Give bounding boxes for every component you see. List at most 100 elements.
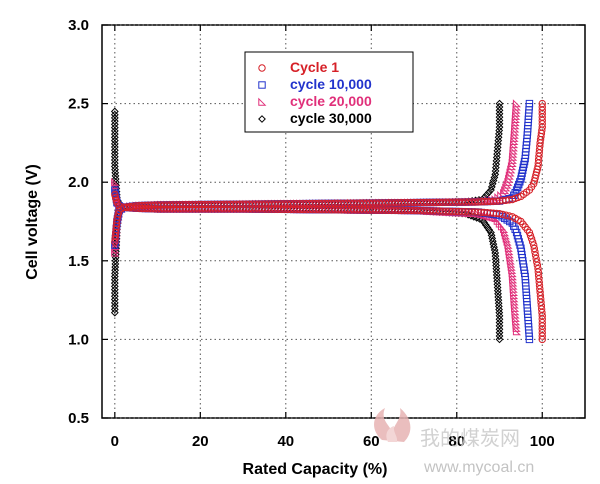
- x-tick-label: 20: [192, 433, 209, 450]
- data-point-discharge: [532, 254, 540, 263]
- legend-label-cycle-20000: cycle 20,000: [290, 93, 372, 109]
- x-tick-label: 0: [111, 433, 119, 450]
- y-tick-label: 0.5: [68, 410, 89, 427]
- legend: Cycle 1 cycle 10,000 cycle 20,000 cycle …: [244, 51, 414, 133]
- data-point-discharge: [480, 218, 489, 227]
- data-point-charge: [495, 113, 504, 121]
- data-point-charge: [492, 160, 501, 169]
- data-point-charge: [493, 146, 502, 155]
- data-point-charge: [495, 116, 504, 125]
- data-point-discharge: [503, 237, 512, 246]
- data-point-charge: [494, 130, 503, 138]
- data-point-charge: [493, 143, 502, 152]
- data-point-charge: [495, 106, 504, 115]
- data-point-charge: [111, 256, 120, 265]
- y-tick-label: 2.5: [68, 96, 89, 113]
- legend-box: [244, 51, 414, 133]
- data-point-discharge: [530, 241, 538, 249]
- data-point-discharge: [481, 221, 490, 229]
- data-point-charge: [492, 153, 501, 162]
- legend-marker-square: [258, 81, 266, 89]
- data-point-charge: [111, 269, 119, 278]
- data-point-discharge: [502, 234, 511, 243]
- data-point-charge: [494, 133, 503, 142]
- data-point-discharge: [483, 223, 492, 232]
- x-tick-label: 100: [530, 433, 555, 450]
- data-point-charge: [111, 250, 120, 259]
- data-point-charge: [538, 99, 546, 108]
- data-point-discharge: [528, 238, 537, 246]
- legend-label-cycle-10000: cycle 10,000: [290, 76, 372, 92]
- data-point-discharge: [538, 335, 546, 344]
- data-point-discharge: [501, 231, 510, 240]
- data-point-charge: [484, 188, 493, 197]
- data-point-charge: [110, 302, 119, 311]
- data-markers: [110, 99, 546, 344]
- legend-label-cycle-1: Cycle 1: [290, 59, 339, 75]
- data-point-charge: [495, 126, 504, 135]
- data-point-charge: [111, 263, 120, 271]
- data-point-charge: [110, 275, 119, 284]
- data-point-discharge: [500, 224, 509, 234]
- data-point-charge: [110, 289, 119, 297]
- watermark: 我的煤炭网 www.mycoal.cn: [374, 408, 534, 476]
- data-point-charge: [110, 272, 119, 281]
- legend-marker-diamond: [258, 115, 266, 123]
- data-point-discharge: [485, 226, 494, 234]
- data-point-charge: [110, 282, 119, 291]
- data-point-charge: [493, 150, 501, 159]
- data-point-discharge: [505, 212, 513, 220]
- axis-ticks: [102, 24, 585, 419]
- x-tick-label: 60: [363, 433, 380, 450]
- data-point-discharge: [512, 327, 522, 336]
- data-point-charge: [495, 119, 504, 128]
- data-point-charge: [491, 170, 500, 179]
- x-axis-title: Rated Capacity (%): [243, 461, 388, 478]
- watermark-url: www.mycoal.cn: [423, 459, 534, 476]
- y-tick-label: 1.0: [68, 331, 89, 348]
- data-point-discharge: [531, 248, 539, 256]
- data-point-charge: [111, 266, 120, 275]
- data-point-discharge: [525, 228, 534, 237]
- data-point-discharge: [538, 332, 546, 340]
- data-point-charge: [491, 167, 500, 175]
- data-point-charge: [538, 103, 546, 111]
- x-tick-labels: 0 20 40 60 80 100: [111, 433, 555, 450]
- y-tick-label: 2.0: [68, 174, 89, 191]
- data-point-discharge: [531, 251, 540, 259]
- data-point-charge: [495, 103, 504, 111]
- data-point-charge: [494, 140, 502, 148]
- data-point-discharge: [495, 335, 504, 344]
- data-point-charge: [495, 109, 504, 118]
- y-axis-title: Cell voltage (V): [24, 164, 41, 280]
- data-point-charge: [110, 295, 119, 304]
- data-point-charge: [495, 123, 504, 132]
- y-tick-label: 1.5: [68, 253, 89, 270]
- data-point-discharge: [530, 244, 539, 253]
- data-point-charge: [110, 292, 119, 301]
- data-point-charge: [110, 285, 119, 294]
- data-point-charge: [110, 298, 119, 307]
- data-point-charge: [110, 305, 119, 314]
- series-cycle-1: [111, 99, 546, 344]
- legend-marker-triangle: [258, 97, 267, 106]
- y-tick-labels: 0.5 1.0 1.5 2.0 2.5 3.0: [68, 17, 89, 427]
- data-point-discharge: [495, 332, 504, 340]
- legend-symbols: [258, 64, 267, 123]
- data-point-discharge: [500, 228, 510, 237]
- data-point-discharge: [527, 235, 536, 243]
- data-point-charge: [492, 156, 501, 165]
- data-point-charge: [110, 279, 119, 288]
- x-tick-label: 80: [448, 433, 465, 450]
- legend-label-cycle-30000: cycle 30,000: [290, 110, 372, 126]
- data-point-charge: [110, 308, 119, 317]
- data-point-charge: [494, 136, 503, 145]
- y-tick-label: 3.0: [68, 17, 89, 34]
- data-point-charge: [495, 99, 504, 108]
- data-point-charge: [491, 163, 500, 172]
- data-point-charge: [525, 99, 534, 108]
- watermark-site-name: 我的煤炭网: [420, 426, 520, 450]
- data-point-charge: [111, 260, 120, 268]
- data-point-discharge: [525, 335, 534, 344]
